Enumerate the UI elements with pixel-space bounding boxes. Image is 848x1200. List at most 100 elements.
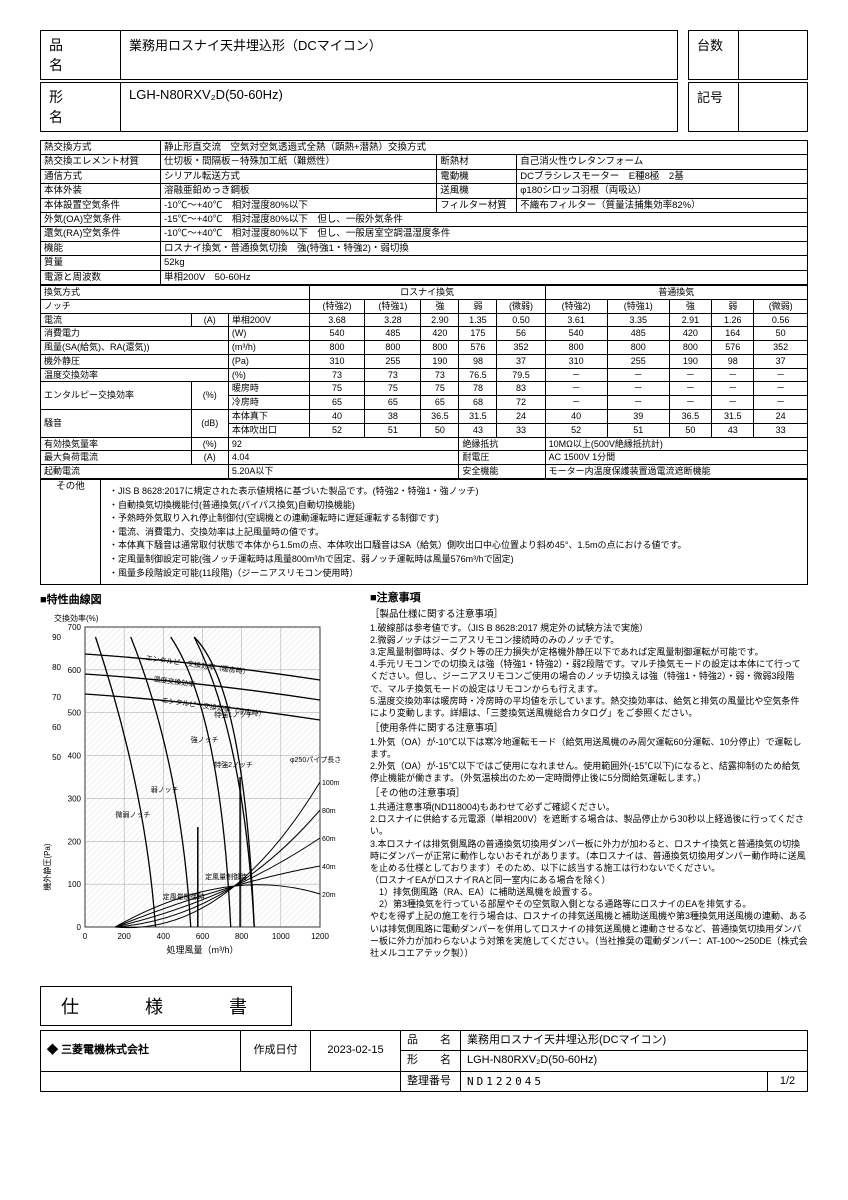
notice-item: 5.温度交換効率は暖房時・冷房時の平均値を示しています。熱交換効率は、給気と排気…: [370, 695, 808, 719]
notice-item: 4.手元リモコンでの切換えは強（特強1・特強2）・弱2段階です。マルチ換気モード…: [370, 658, 808, 694]
notice-title: ■注意事項: [370, 591, 808, 606]
spec-value: 自己消火性ウレタンフォーム: [517, 155, 808, 169]
notch-col: (特強1): [607, 299, 669, 313]
spec-value: DCブラシレスモーター E種8極 2基: [517, 169, 808, 183]
perf-cell: 75: [421, 382, 459, 396]
perf-cell: 68: [459, 396, 497, 410]
svg-text:60: 60: [52, 723, 61, 732]
other-items: ・JIS B 8628:2017に規定された表示値規格に基づいた製品です。(特強…: [104, 481, 804, 583]
notice-item: 1.破線部は参考値です。（JIS B 8628:2017 規定外の試験方法で実施…: [370, 622, 808, 634]
perf-unit: (dB): [191, 410, 228, 438]
perf-label: 冷房時: [228, 396, 309, 410]
perf-cell: 576: [712, 341, 754, 355]
notice-item: 2）第3種換気を行っている部屋やその空気取入側となる通路等にロスナイのEAを排気…: [370, 898, 808, 910]
spec-label: 機能: [41, 241, 161, 255]
perf-label: 有効換気量率: [41, 437, 192, 451]
perf-cell: 43: [459, 423, 497, 437]
chart-title: ■特性曲線図: [40, 591, 360, 607]
perf-label: 耐電圧: [459, 451, 545, 465]
perf-cell: 3.68: [309, 313, 365, 327]
perf-cell: 310: [309, 354, 365, 368]
perf-cell: －: [545, 368, 607, 382]
footer-model-value: LGH-N80RXV₂D(50-60Hz): [461, 1051, 808, 1071]
svg-text:弱ノッチ: 弱ノッチ: [151, 786, 179, 794]
notice-group-head: ［使用条件に関する注意事項］: [370, 723, 808, 736]
perf-cell: 73: [309, 368, 365, 382]
date-label: 作成日付: [241, 1031, 311, 1071]
spec-label: 通信方式: [41, 169, 161, 183]
svg-text:200: 200: [117, 932, 131, 941]
footer-table: ◆ 三菱電機株式会社 作成日付 2023-02-15 品 名 業務用ロスナイ天井…: [40, 1030, 808, 1092]
header-name-row: 品 名 業務用ロスナイ天井埋込形（DCマイコン） 台数: [40, 30, 808, 80]
perf-cell: －: [669, 368, 711, 382]
spec-sheet-label: 仕 様 書: [40, 986, 292, 1026]
perf-cell: －: [607, 382, 669, 396]
perf-label: ノッチ: [41, 299, 310, 313]
spec-value: -15℃～+40℃ 相対湿度80%以下 但し、一般外気条件: [161, 212, 808, 226]
notice-item: （ロスナイEAがロスナイRAと同一室内にある場合を除く）: [370, 874, 808, 886]
perf-cell: 98: [712, 354, 754, 368]
spec-label: 本体外装: [41, 184, 161, 198]
perf-label: 本体吹出口: [228, 423, 309, 437]
perf-cell: 420: [669, 327, 711, 341]
svg-text:微弱ノッチ: 微弱ノッチ: [116, 810, 151, 819]
footer-name-label: 品 名: [401, 1031, 461, 1051]
perf-cell: 420: [421, 327, 459, 341]
perf-cell: 540: [309, 327, 365, 341]
company-name: 三菱電機株式会社: [61, 1044, 149, 1056]
spec-label: 質量: [41, 256, 161, 270]
perf-cell: 352: [497, 341, 545, 355]
perf-value: 10MΩ以上(500V絶縁抵抗計): [545, 437, 807, 451]
perf-cell: 3.28: [365, 313, 421, 327]
spec-label: 電動機: [437, 169, 517, 183]
perf-cell: 37: [497, 354, 545, 368]
perf-cell: 352: [754, 341, 808, 355]
perf-value: AC 1500V 1分間: [545, 451, 807, 465]
perf-cell: 24: [497, 410, 545, 424]
perf-cell: 0.56: [754, 313, 808, 327]
notch-col: 弱: [459, 299, 497, 313]
perf-header: ロスナイ換気: [309, 285, 545, 299]
perf-label: 絶縁抵抗: [459, 437, 545, 451]
perf-cell: －: [669, 382, 711, 396]
perf-cell: －: [669, 396, 711, 410]
notice-item: 2.外気（OA）が-15℃以下ではご使用になれません。使用範囲外(-15℃以下)…: [370, 760, 808, 784]
perf-row-extra: (Pa): [228, 354, 309, 368]
perf-cell: 33: [497, 423, 545, 437]
svg-text:交換効率(%): 交換効率(%): [54, 613, 99, 623]
svg-text:機外静圧(Pa): 機外静圧(Pa): [42, 843, 52, 890]
perf-cell: 79.5: [497, 368, 545, 382]
notch-col: (特強2): [545, 299, 607, 313]
perf-cell: －: [545, 382, 607, 396]
svg-text:400: 400: [157, 932, 171, 941]
svg-text:処理風量（m³/h）: 処理風量（m³/h）: [166, 944, 238, 955]
spec-value: 単相200V 50-60Hz: [161, 270, 808, 284]
svg-text:20m: 20m: [322, 892, 336, 899]
perf-cell: 800: [607, 341, 669, 355]
svg-text:200: 200: [68, 838, 82, 847]
perf-cell: 485: [365, 327, 421, 341]
perf-label: 換気方式: [41, 285, 310, 299]
spec-label: 外気(OA)空気条件: [41, 212, 161, 226]
perf-value: 4.04: [228, 451, 459, 465]
perf-cell: 52: [545, 423, 607, 437]
other-notes: その他 ・JIS B 8628:2017に規定された表示値規格に基づいた製品です…: [40, 479, 808, 585]
svg-text:定風量制御時: 定風量制御時: [205, 872, 247, 881]
spec-value: -10℃～+40℃ 相対湿度80%以下 但し、一般居室空調温湿度条件: [161, 227, 808, 241]
other-item: ・JIS B 8628:2017に規定された表示値規格に基づいた製品です。(特強…: [109, 485, 799, 498]
svg-text:特強1ノッチ: 特強1ノッチ: [214, 710, 253, 719]
perf-cell: 78: [459, 382, 497, 396]
perf-row-unit: (A): [191, 313, 228, 327]
perf-cell: 50: [421, 423, 459, 437]
perf-cell: 40: [309, 410, 365, 424]
perf-cell: 3.35: [607, 313, 669, 327]
notice-item: 2.ロスナイに供給する元電源（単相200V）を遮断する場合は、製品停止から30秒…: [370, 813, 808, 837]
notch-col: (微弱): [754, 299, 808, 313]
notice-group: ［製品仕様に関する注意事項］1.破線部は参考値です。（JIS B 8628:20…: [370, 609, 808, 719]
spec-label: フィルター材質: [437, 198, 517, 212]
other-item: ・定風量制御設定可能(強ノッチ運転時は風量800m³/hで固定、弱ノッチ運転時は…: [109, 553, 799, 566]
perf-row-extra: 単相200V: [228, 313, 309, 327]
other-item: ・電流、消費電力、交換効率は上記風量時の値です。: [109, 526, 799, 539]
notch-col: 強: [669, 299, 711, 313]
perf-cell: 50: [669, 423, 711, 437]
